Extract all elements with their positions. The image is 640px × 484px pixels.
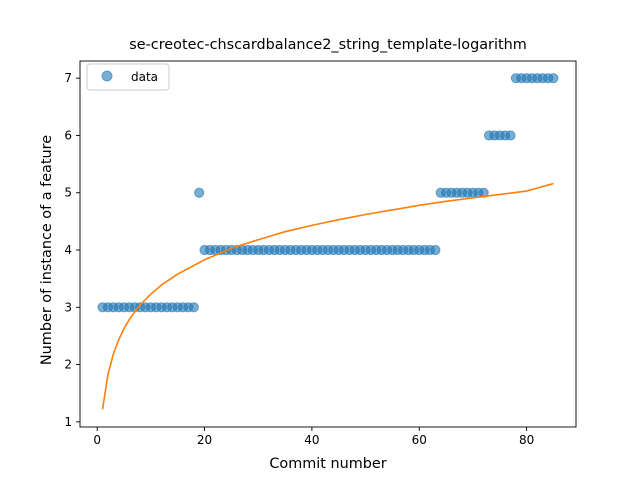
fit-line: [101, 182, 554, 410]
y-tick-label: 6: [64, 128, 72, 142]
y-tick-label: 3: [64, 300, 72, 314]
data-point: [188, 302, 199, 313]
axes-frame: [79, 60, 577, 428]
data-point: [548, 73, 559, 84]
legend-marker-data: [101, 70, 113, 82]
y-tick-label: 1: [64, 415, 72, 429]
legend-box: [86, 63, 170, 91]
x-tick-label: 80: [519, 433, 534, 447]
x-tick-label: 0: [93, 433, 101, 447]
y-tick-label: 2: [64, 358, 72, 372]
x-tick-label: 40: [304, 433, 319, 447]
y-axis-label: Number of instance of a feature: [39, 135, 55, 365]
x-tick-label: 20: [197, 433, 212, 447]
y-tick-label: 4: [64, 243, 72, 257]
data-point: [505, 130, 516, 141]
x-tick-label: 60: [412, 433, 427, 447]
legend: data: [86, 63, 170, 91]
chart-title: se-creotec-chscardbalance2_string_templa…: [129, 37, 527, 53]
legend-label-data: data: [131, 70, 158, 84]
plot-area: 0 20 40 60 80 1 2 3 4 5 6 7: [64, 60, 577, 447]
y-tick-label: 5: [64, 186, 72, 200]
data-point: [430, 244, 441, 256]
x-axis-label: Commit number: [269, 456, 386, 472]
data-point: [478, 187, 489, 198]
y-tick-label: 7: [64, 71, 72, 85]
data-point: [194, 187, 205, 198]
